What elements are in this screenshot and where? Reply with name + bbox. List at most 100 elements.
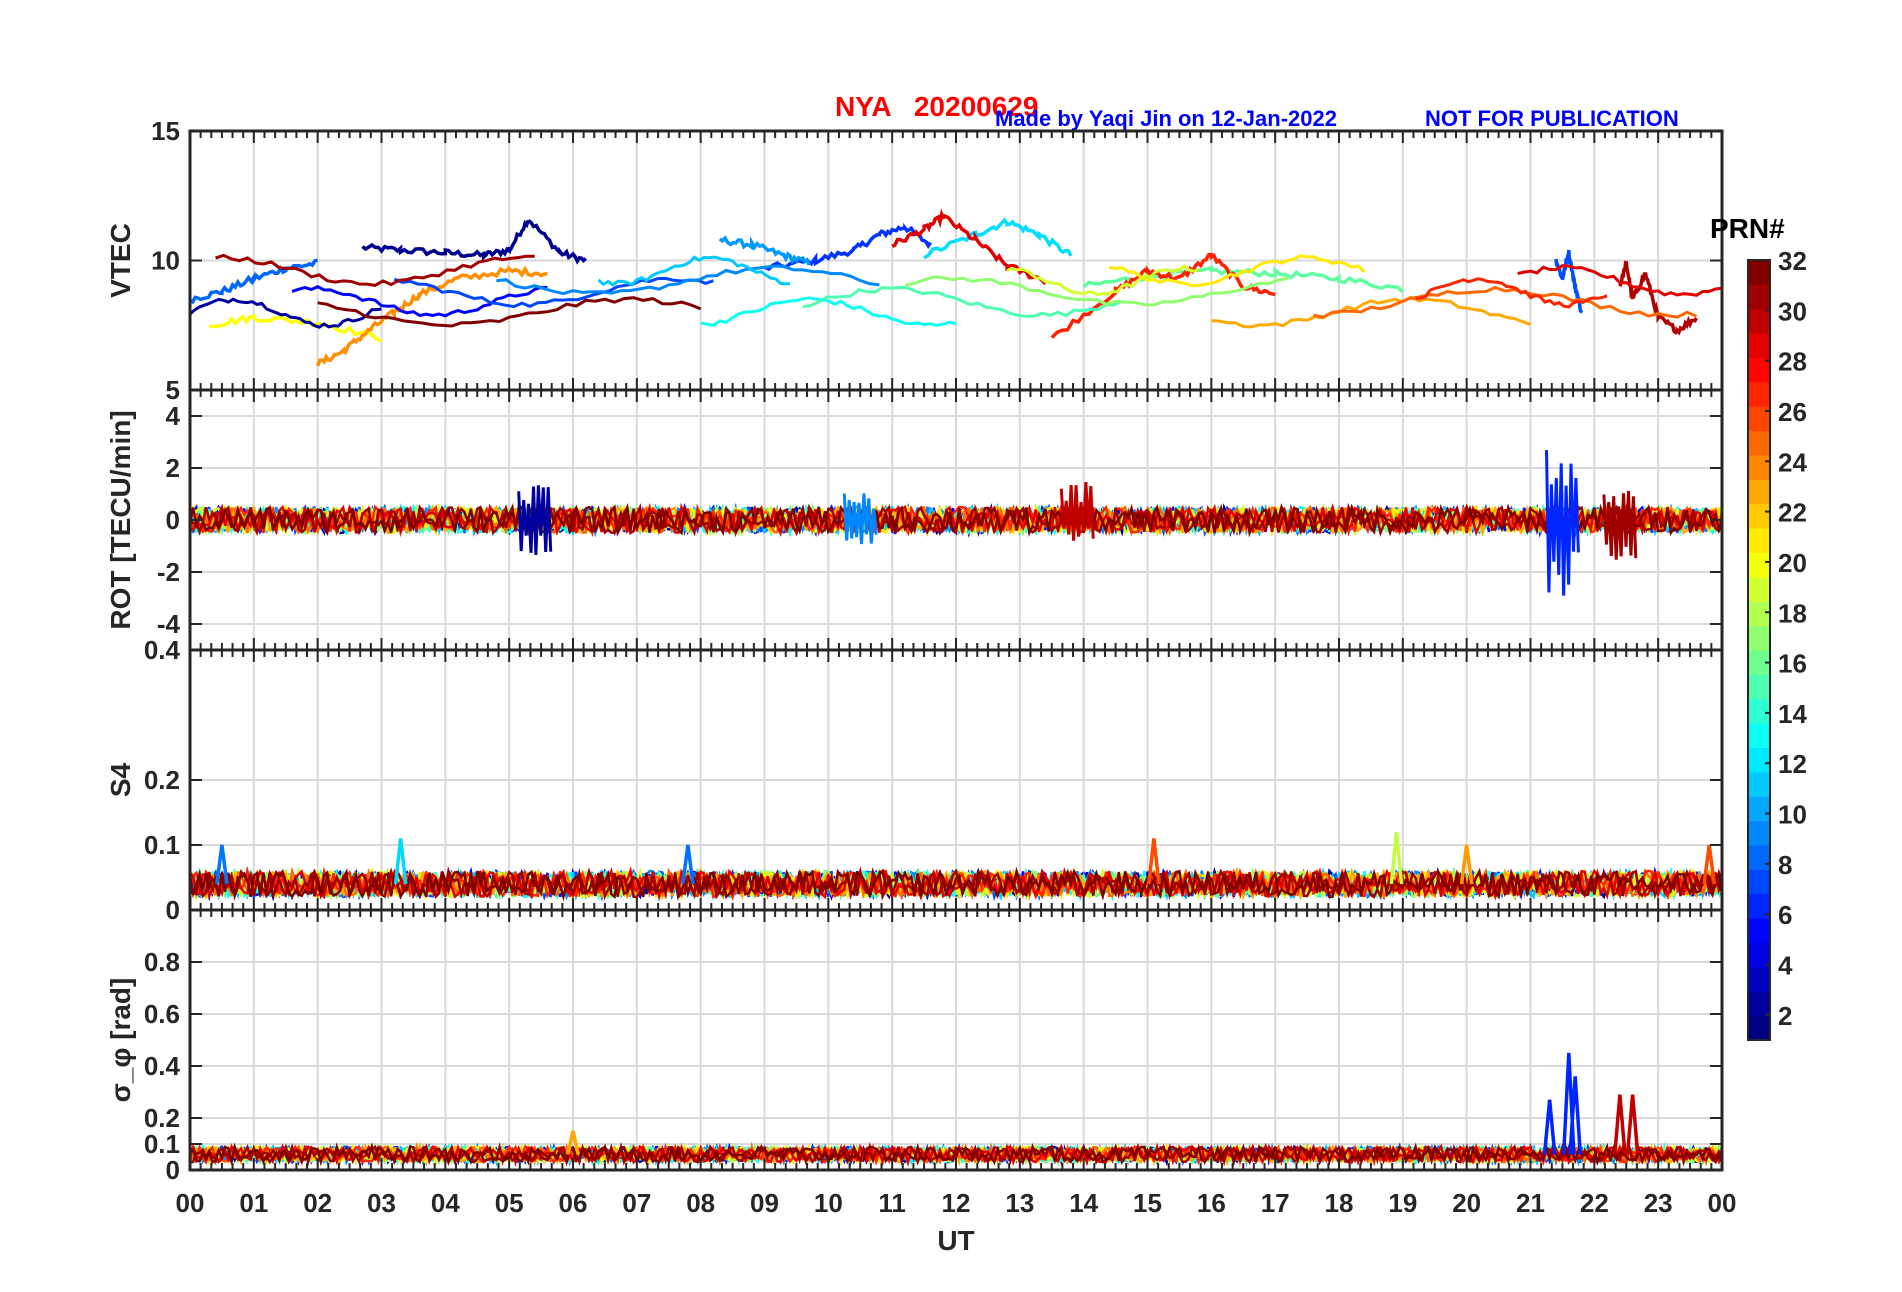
x-tick-label: 15 — [1133, 1188, 1162, 1218]
colorbar-segment — [1748, 991, 1770, 1017]
noise-series-prn-32 — [190, 502, 1722, 538]
y-axis-label: S4 — [105, 762, 136, 797]
data-area — [190, 208, 1722, 367]
colorbar-segment — [1748, 918, 1770, 943]
x-tick-label: 21 — [1516, 1188, 1545, 1218]
x-axis-label: UT — [937, 1225, 974, 1256]
y-tick-label: 15 — [151, 116, 180, 146]
rot-burst — [1602, 491, 1638, 560]
panel-vtec: 5 10 15 VTEC — [105, 116, 1724, 405]
colorbar-tick-label: 32 — [1778, 246, 1807, 276]
colorbar-segment — [1748, 528, 1770, 553]
colorbar-segment — [1748, 845, 1770, 870]
colorbar-tick-label: 26 — [1778, 397, 1807, 427]
colorbar-segment — [1748, 966, 1770, 992]
colorbar-segment — [1748, 479, 1770, 505]
vtec-series-prn-17 — [904, 275, 1289, 307]
x-tick-label: 07 — [622, 1188, 651, 1218]
peak-mark — [566, 1130, 580, 1155]
station-date-title: NYA 20200629 — [835, 91, 1038, 122]
colorbar-segment — [1748, 771, 1770, 797]
colorbar-segment — [1748, 796, 1770, 822]
vtec-series-prn-32 — [317, 296, 702, 328]
y-tick-label: 0.2 — [144, 765, 180, 795]
vtec-series-prn-2 — [361, 219, 587, 265]
publication-notice: NOT FOR PUBLICATION — [1425, 106, 1679, 131]
colorbar-segment — [1748, 455, 1770, 480]
rot-burst — [1545, 450, 1580, 596]
y-tick-label: 0 — [166, 505, 180, 535]
noise-series-prn-31 — [190, 502, 1722, 537]
colorbar-segment — [1748, 869, 1770, 895]
vtec-series-prn-12 — [923, 217, 1073, 260]
colorbar-segment — [1748, 674, 1770, 700]
vtec-series-prn-9 — [718, 235, 811, 266]
vtec-series-prn-6 — [1554, 249, 1584, 314]
noise-series-prn-31 — [190, 866, 1722, 901]
x-tick-label: 08 — [686, 1188, 715, 1218]
colorbar-tick-label: 10 — [1778, 800, 1807, 830]
colorbar-tick-label: 4 — [1778, 951, 1793, 981]
x-tick-label: 04 — [431, 1188, 460, 1218]
y-tick-label: 4 — [166, 401, 181, 431]
panel-rot: -4 -2 0 2 4 ROT [TECU/min] — [105, 388, 1724, 652]
x-tick-label: 06 — [559, 1188, 588, 1218]
colorbar-segment — [1748, 747, 1770, 773]
y-tick-label: 10 — [151, 246, 180, 276]
vtec-series-prn-5 — [763, 222, 932, 272]
peak-mark — [1702, 844, 1717, 885]
colorbar-tick-label: 18 — [1778, 598, 1807, 628]
colorbar-segment — [1748, 284, 1770, 310]
colorbar-tick-label: 6 — [1778, 900, 1792, 930]
vtec-series-prn-7 — [190, 258, 318, 305]
colorbar-segment — [1748, 893, 1770, 919]
x-tick-label: 00 — [176, 1188, 205, 1218]
vtec-series-prn-7 — [393, 276, 714, 309]
vtec-series-prn-21 — [1108, 254, 1366, 288]
colorbar-segment — [1748, 1015, 1770, 1041]
peak-mark — [1147, 838, 1161, 885]
panel-s4: 0 0.1 0.2 0.4 S4 — [105, 635, 1724, 925]
y-tick-label: 0.1 — [144, 1129, 180, 1159]
peak-mark — [215, 844, 229, 885]
colorbar-segment — [1748, 381, 1770, 407]
y-tick-label: 5 — [166, 375, 180, 405]
colorbar-segment — [1748, 357, 1770, 383]
y-tick-label: 0 — [166, 1155, 180, 1185]
x-axis: 00 01 02 03 04 05 06 07 08 09 10 11 12 13 14 15 16 17 18 19… — [176, 1188, 1737, 1218]
colorbar-segment — [1748, 503, 1770, 529]
colorbar-segment — [1748, 601, 1770, 627]
y-tick-label: 2 — [166, 453, 180, 483]
rot-burst — [842, 493, 878, 545]
colorbar-segment — [1748, 260, 1770, 285]
peak-mark — [1389, 831, 1404, 885]
colorbar-tick-label: 2 — [1778, 1001, 1792, 1031]
peak-mark — [1459, 844, 1474, 885]
colorbar-segment — [1748, 333, 1770, 358]
vtec-series-prn-9 — [496, 264, 880, 296]
vtec-series-prn-27 — [1050, 252, 1276, 339]
vtec-series-prn-20 — [208, 314, 383, 343]
colorbar-tick-label: 22 — [1778, 498, 1807, 528]
noise-series-prn-32 — [190, 1142, 1722, 1168]
colorbar-tick-label: 8 — [1778, 850, 1792, 880]
x-tick-label: 01 — [239, 1188, 268, 1218]
x-tick-label: 20 — [1452, 1188, 1481, 1218]
colorbar-segment — [1748, 650, 1770, 675]
y-tick-label: 0.8 — [144, 947, 180, 977]
colorbar-segment — [1748, 552, 1770, 578]
x-tick-label: 19 — [1388, 1188, 1417, 1218]
y-tick-label: 0.4 — [144, 635, 181, 665]
peak-mark — [1568, 1076, 1583, 1155]
colorbar-segment — [1748, 723, 1770, 748]
x-tick-label: 03 — [367, 1188, 396, 1218]
colorbar-segment — [1748, 698, 1770, 724]
peak-mark — [681, 844, 695, 885]
x-tick-label: 18 — [1325, 1188, 1354, 1218]
credit-text: Made by Yaqi Jin on 12-Jan-2022 — [995, 106, 1337, 131]
colorbar-tick-label: 30 — [1778, 296, 1807, 326]
y-tick-label: 0.4 — [144, 1051, 181, 1081]
x-tick-label: 05 — [495, 1188, 524, 1218]
